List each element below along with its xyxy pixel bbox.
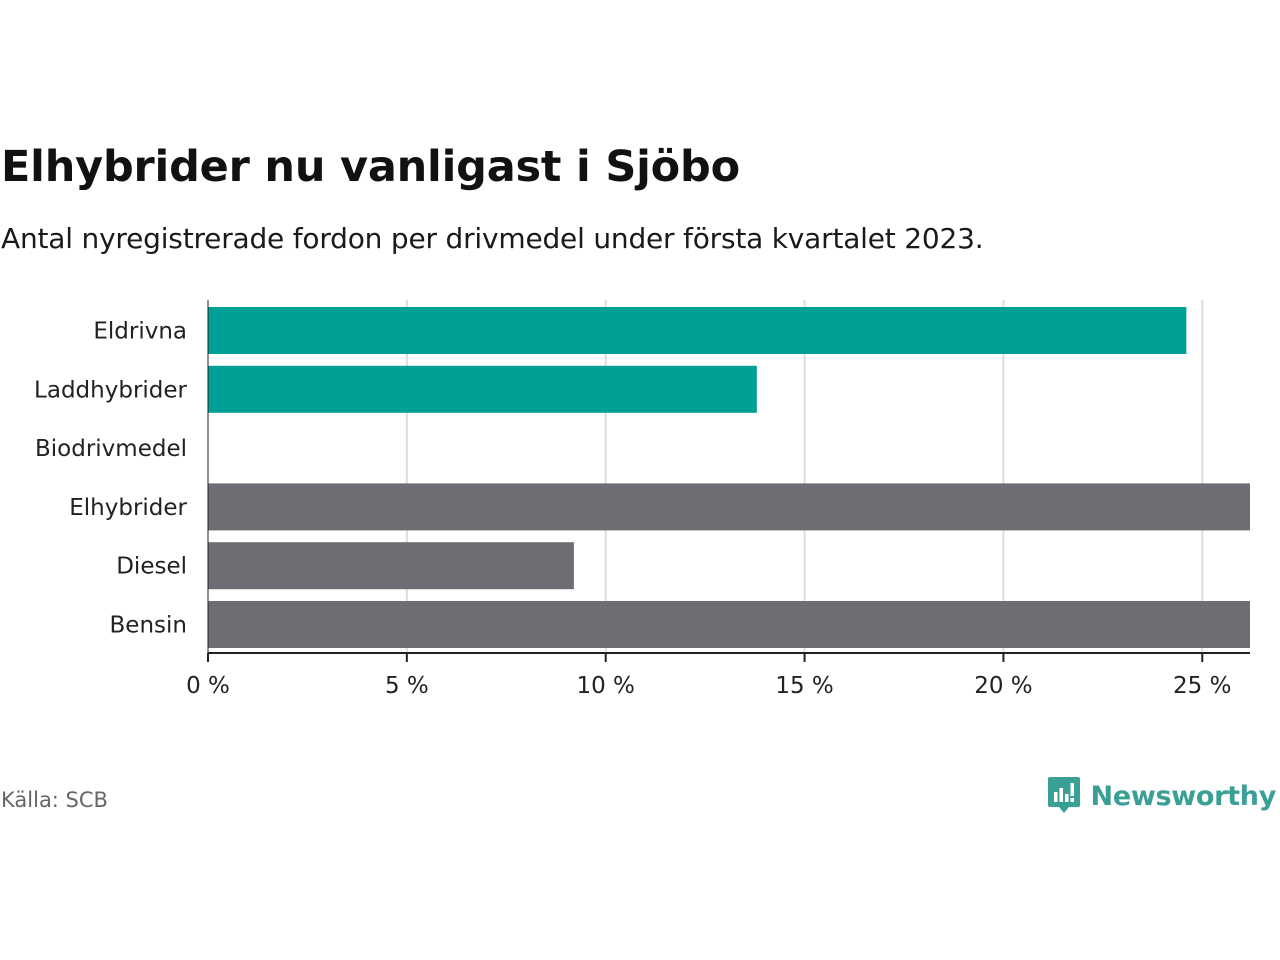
category-label: Diesel xyxy=(116,554,187,580)
category-label: Elhybrider xyxy=(69,495,187,521)
gridlines xyxy=(405,300,1204,653)
brand-name: Newsworthy xyxy=(1090,780,1277,812)
bar-diesel xyxy=(208,542,574,590)
chart-title: Elhybrider nu vanligast i Sjöbo xyxy=(1,142,740,192)
category-label: Bensin xyxy=(110,613,187,639)
x-tick-label: 20 % xyxy=(974,673,1032,699)
x-tick-label: 10 % xyxy=(576,673,634,699)
x-tick-label: 15 % xyxy=(775,673,833,699)
bar-eldrivna xyxy=(208,307,1187,354)
x-tick-label: 5 % xyxy=(385,673,429,699)
category-label: Laddhybrider xyxy=(34,377,187,403)
category-labels: Eldrivna Laddhybrider Biodrivmedel Elhybrid… xyxy=(34,319,187,639)
bar-elhybrider xyxy=(208,483,1250,531)
category-label: Biodrivmedel xyxy=(35,436,187,462)
chart-subtitle: Antal nyregistrerade fordon per drivmede… xyxy=(1,222,984,255)
bars xyxy=(208,307,1250,648)
bar-laddhybrider xyxy=(208,365,757,413)
bar-bensin xyxy=(208,601,1250,648)
x-tick-label: 25 % xyxy=(1173,673,1231,699)
bar-chart: 0 % 5 % 10 % 15 % 20 % 25 % Eldrivna Laddhybri… xyxy=(34,300,1250,699)
x-tick-label: 0 % xyxy=(186,673,230,699)
brand: Newsworthy xyxy=(1047,774,1276,818)
category-label: Eldrivna xyxy=(93,319,187,345)
x-axis: 0 % 5 % 10 % 15 % 20 % 25 % xyxy=(186,300,1250,699)
newsworthy-logo-icon xyxy=(1047,777,1080,813)
source-note: Källa: SCB xyxy=(1,788,108,812)
